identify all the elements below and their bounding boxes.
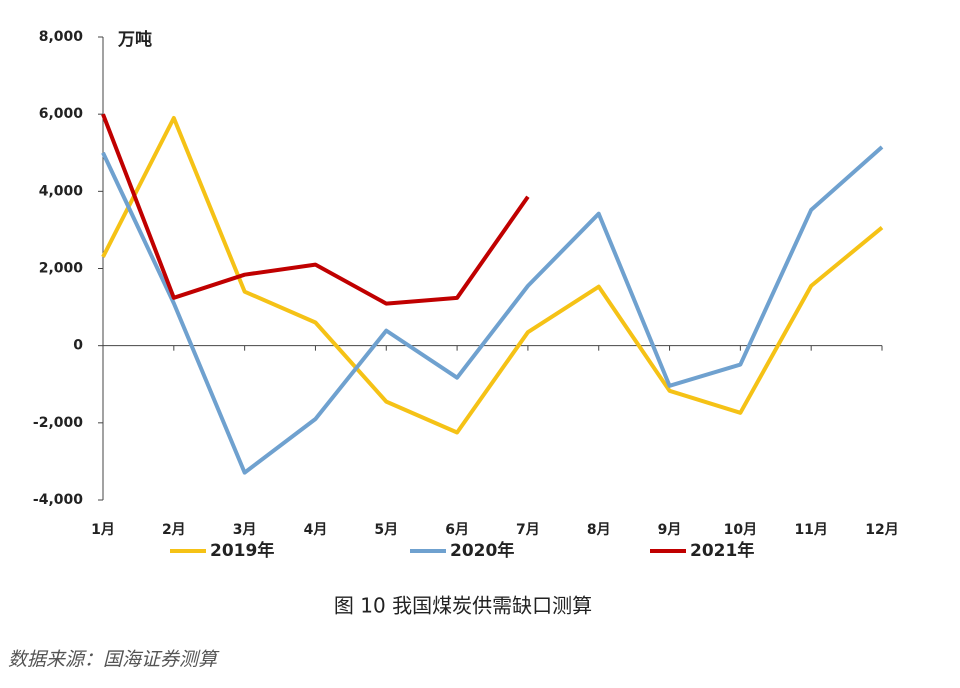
x-tick-label: 9月 (658, 522, 682, 538)
x-tick-label: 8月 (587, 522, 611, 538)
series-line (101, 116, 884, 435)
x-tick-label: 7月 (516, 522, 540, 538)
legend-label: 2020年 (450, 540, 514, 561)
x-tick-label: 6月 (445, 522, 469, 538)
y-tick-label: 4,000 (39, 183, 84, 199)
legend-label: 2019年 (210, 540, 274, 561)
x-tick-label: 11月 (794, 522, 827, 538)
x-tick-label: 1月 (91, 522, 115, 538)
y-tick-label: 6,000 (39, 106, 84, 122)
y-tick-label: 8,000 (39, 29, 84, 45)
caption: 图 10 我国煤炭供需缺口测算 (334, 594, 592, 618)
y-tick-label: -4,000 (33, 492, 83, 508)
x-tick-label: 12月 (865, 522, 898, 538)
y-axis-label: 万吨 (117, 29, 152, 50)
legend-label: 2021年 (690, 540, 754, 561)
y-tick-label: 0 (73, 338, 83, 354)
x-tick-label: 10月 (724, 522, 757, 538)
x-tick-label: 4月 (304, 522, 328, 538)
x-tick-label: 3月 (233, 522, 257, 538)
series-line (101, 145, 884, 475)
y-tick-label: -2,000 (33, 415, 83, 431)
x-tick-label: 5月 (374, 522, 398, 538)
y-tick-label: 2,000 (39, 261, 84, 277)
series-line (101, 113, 530, 306)
source: 数据来源：国海证券测算 (8, 649, 220, 671)
x-tick-label: 2月 (162, 522, 186, 538)
